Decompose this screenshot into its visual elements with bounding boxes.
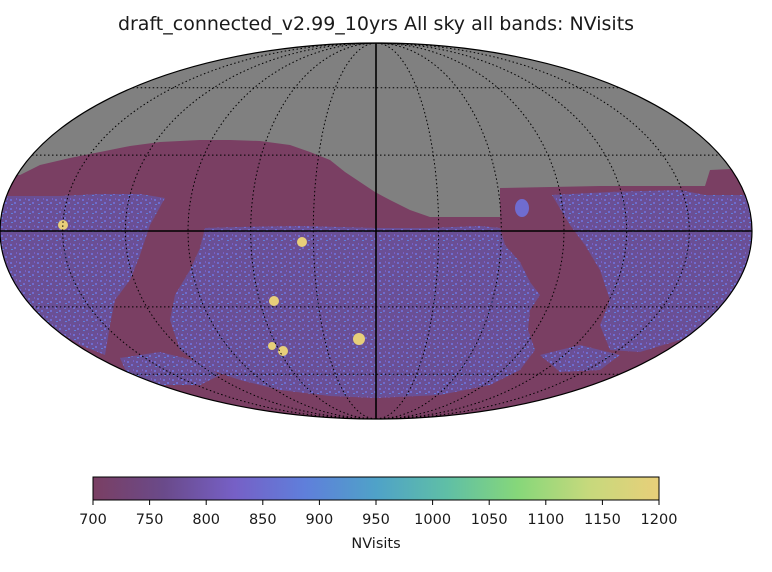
- survey-region-east: [0, 194, 165, 355]
- colorbar-tick-label: 1200: [641, 512, 678, 528]
- colorbar-tick-label: 1150: [584, 512, 621, 528]
- survey-patch-small: [515, 199, 529, 217]
- survey-region-main: [170, 226, 540, 398]
- hotspot: [278, 346, 288, 356]
- colorbar-tick-label: 800: [192, 512, 220, 528]
- map-border: [0, 42, 753, 420]
- graticule-meridian: [187, 43, 377, 419]
- survey-region-south-east: [120, 352, 220, 385]
- colorbar-tick-label: 1050: [471, 512, 508, 528]
- colorbar-tick-label: 700: [79, 512, 107, 528]
- colorbar-tick-label: 1100: [527, 512, 564, 528]
- colorbar-tick-label: 750: [136, 512, 164, 528]
- colorbar-label: NVisits: [351, 536, 400, 552]
- colorbar-tick-label: 950: [362, 512, 390, 528]
- colorbar-ticks: 700 750 800 850 900 950 1000 1050 1100 1150 1200: [79, 500, 677, 528]
- colorbar-tick-label: 850: [249, 512, 277, 528]
- colorbar-tick-label: 900: [306, 512, 334, 528]
- hotspot: [268, 342, 276, 350]
- hotspot: [269, 296, 279, 306]
- chart-title: draft_connected_v2.99_10yrs All sky all …: [118, 13, 634, 35]
- colorbar-tick-label: 1000: [414, 512, 451, 528]
- colorbar-fill: [92, 476, 660, 501]
- colorbar: 700 750 800 850 900 950 1000 1050 1100 1150 1200 N…: [79, 476, 677, 552]
- hotspot: [353, 333, 365, 345]
- survey-region-south-west: [540, 345, 620, 372]
- hotspot: [297, 237, 307, 247]
- hotspot: [58, 220, 68, 230]
